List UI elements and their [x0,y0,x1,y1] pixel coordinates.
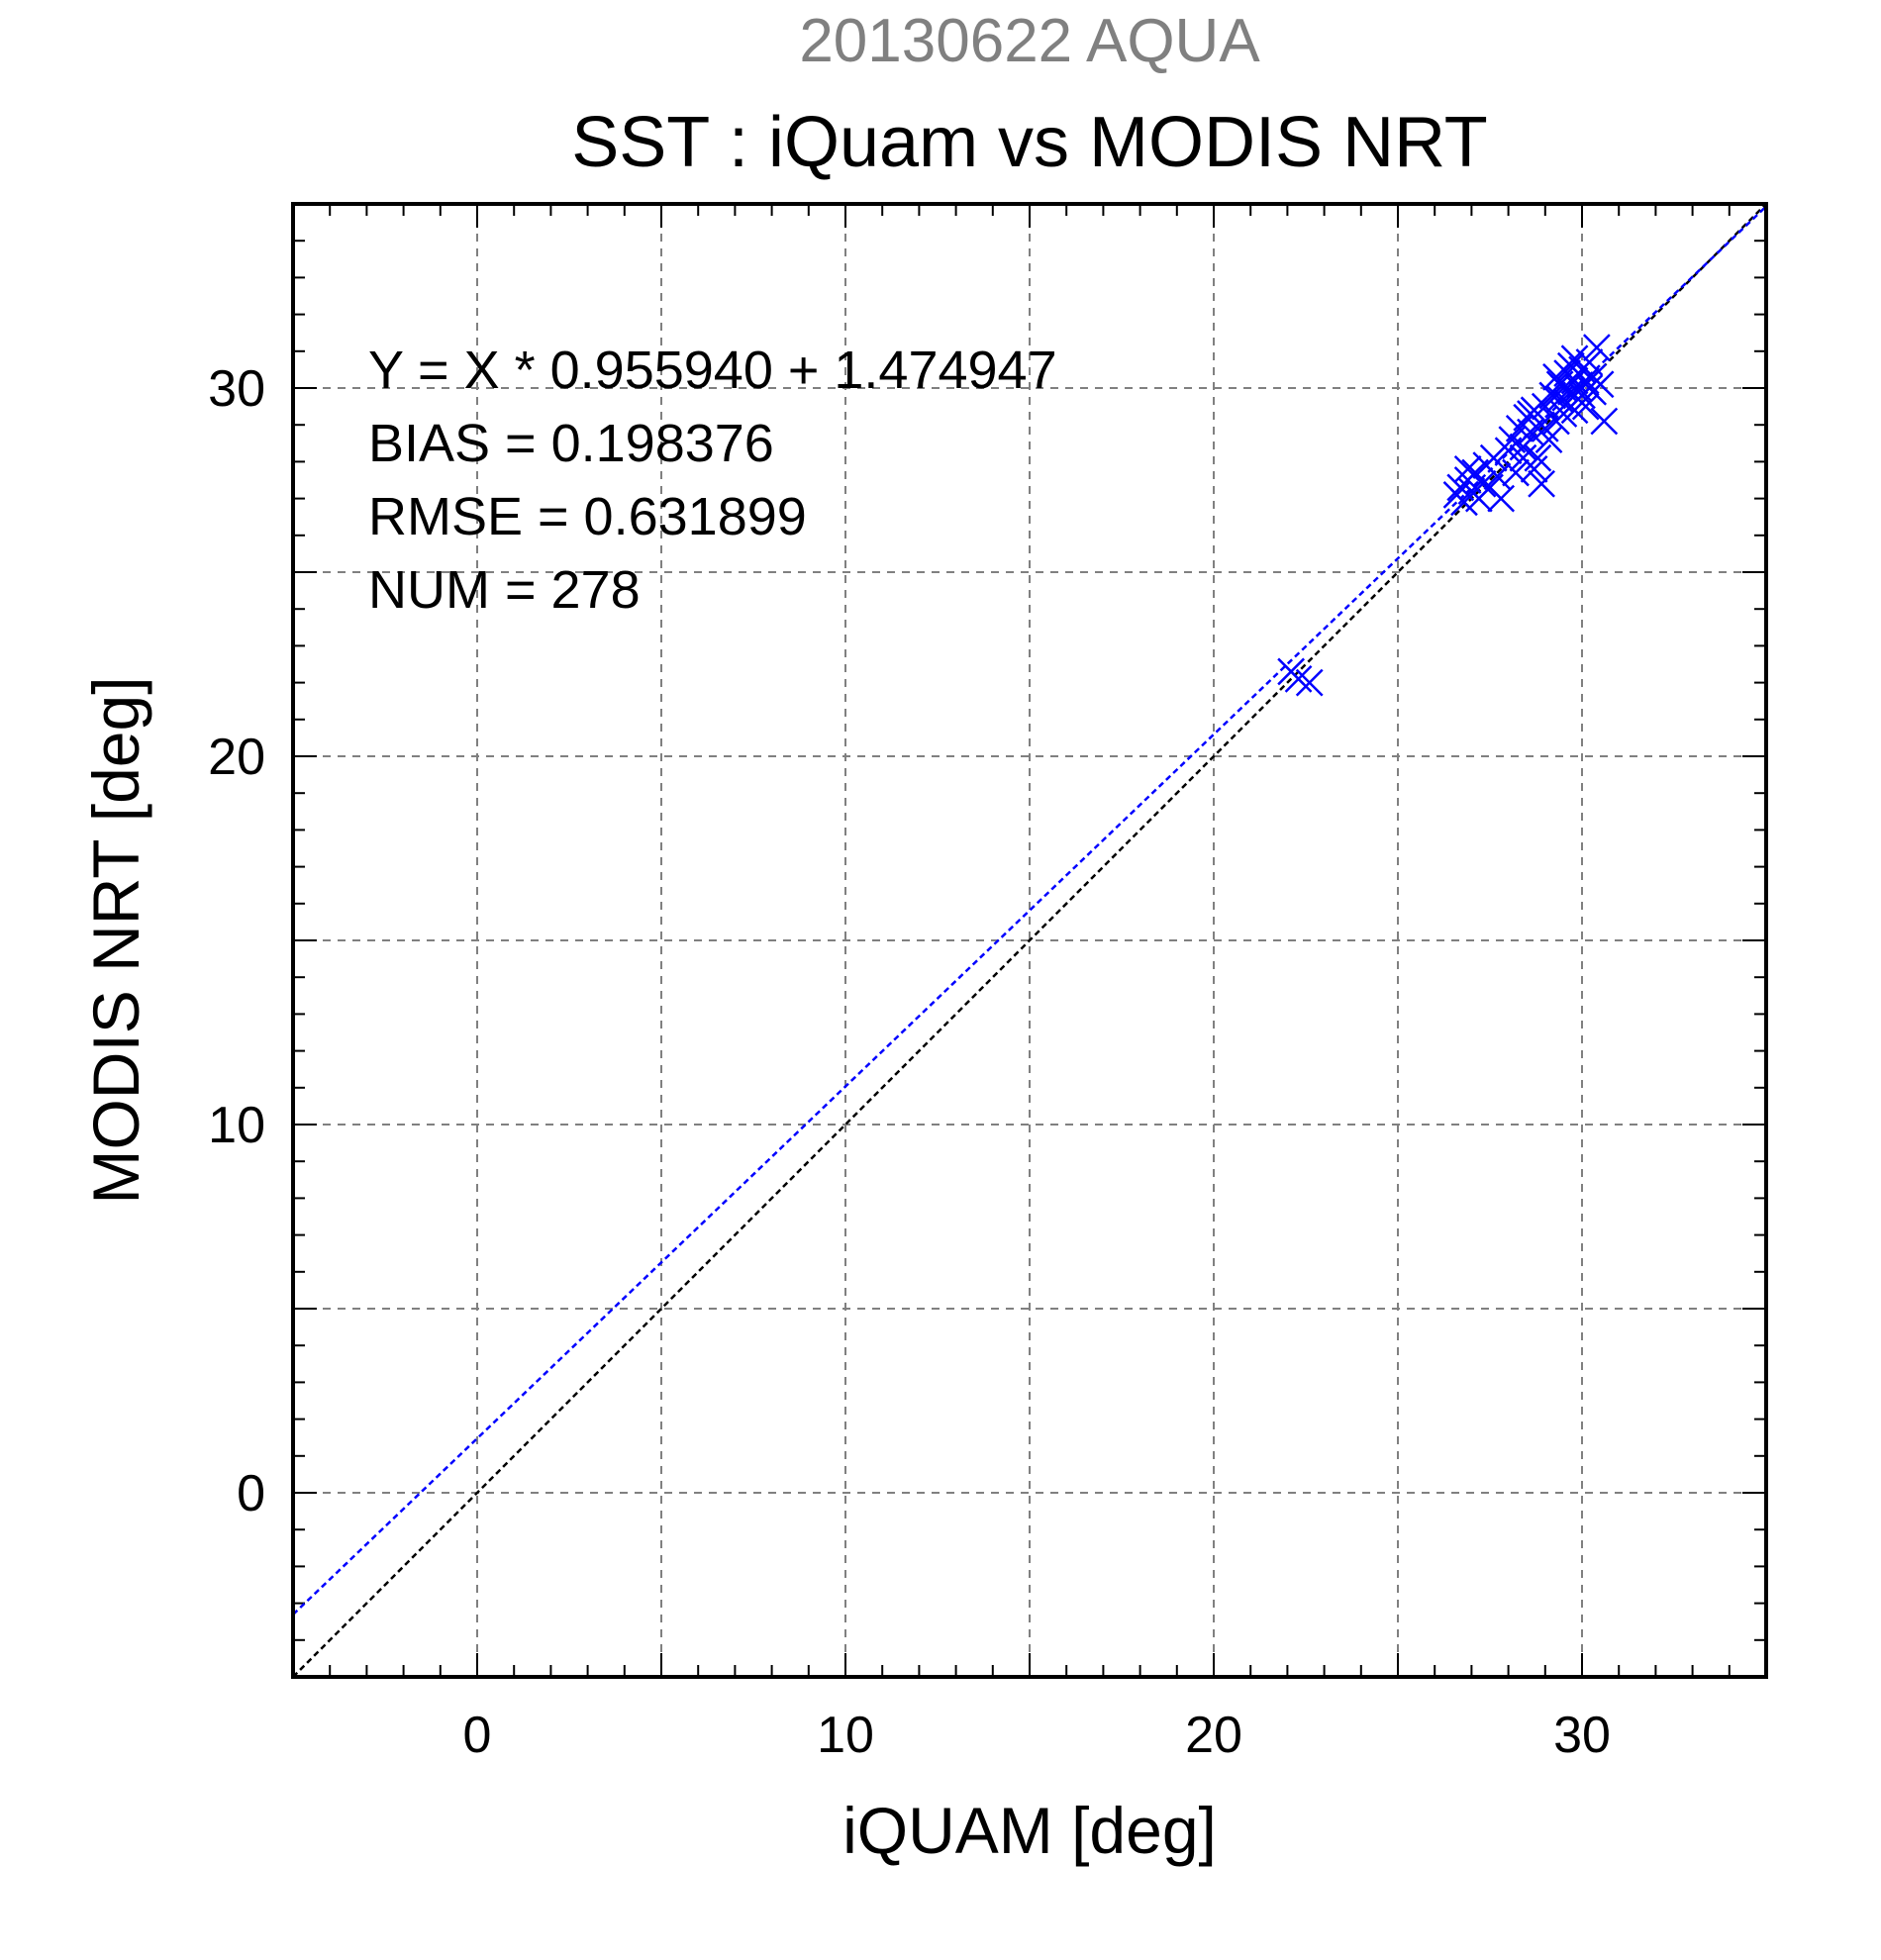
data-point-stroke [1582,334,1611,361]
x-tick-label: 30 [1553,1707,1611,1764]
stats-line-fit: Y = X * 0.955940 + 1.474947 [368,341,1057,400]
y-tick-label: 30 [208,360,265,418]
y-tick-label: 20 [208,729,265,786]
data-point-stroke [1534,426,1563,453]
data-point [1586,370,1615,399]
data-point [1545,370,1574,399]
data-point [1483,462,1512,491]
data-point [1524,443,1552,472]
data-point [1571,392,1600,421]
x-tick-label: 20 [1185,1707,1242,1764]
chart-supertitle: 20130622 AQUA [799,7,1260,75]
plot-frame [291,202,1768,1679]
chart-title: SST : iQuam vs MODIS NRT [571,103,1488,182]
data-point [1590,407,1619,436]
data-point [1284,664,1313,693]
x-tick-label: 0 [463,1707,492,1764]
data-point-stroke [1517,400,1544,428]
stats-line-rmse: RMSE = 0.631899 [368,487,807,546]
data-point [1509,443,1537,472]
data-point-stroke [1531,415,1559,442]
data-point-stroke [1590,407,1619,436]
data-point-stroke [1509,443,1537,472]
grid-lines [293,204,1766,1677]
data-point [1509,433,1537,461]
data-point-stroke [1453,454,1482,483]
data-point-stroke [1502,458,1530,487]
x-tick-label: 10 [817,1707,874,1764]
stats-line-num: NUM = 278 [368,560,641,620]
data-point [1487,484,1516,513]
x-axis-label: iQUAM [deg] [842,1794,1217,1867]
y-tick-label: 10 [208,1097,265,1154]
data-point-stroke [1483,462,1512,491]
data-point-stroke [1284,664,1313,693]
data-point [1295,668,1324,697]
data-point-stroke [1586,370,1615,399]
data-point-stroke [1556,351,1585,380]
data-point-stroke [1295,668,1324,697]
stats-line-bias: BIAS = 0.198376 [368,414,774,473]
y-axis-label: MODIS NRT [deg] [79,676,152,1204]
data-point [1502,458,1530,487]
x-tick-labels: 0 10 20 30 [463,1707,1611,1764]
data-point-stroke [1545,370,1574,399]
data-point-stroke [1487,484,1516,513]
data-point [1528,469,1555,498]
data-points [1277,334,1619,697]
stats-box: Y = X * 0.955940 + 1.474947 BIAS = 0.198… [368,341,1057,620]
data-point-stroke [1468,469,1497,498]
data-point [1531,415,1559,442]
data-point-stroke [1560,344,1589,373]
data-point-stroke [1575,348,1604,376]
data-point-stroke [1528,469,1555,498]
y-tick-labels: 0 10 20 30 [208,360,265,1522]
data-point-stroke [1524,443,1552,472]
data-point [1560,344,1589,373]
data-point [1453,454,1482,483]
data-point [1582,334,1611,361]
data-point-stroke [1571,366,1600,395]
data-point [1534,426,1563,453]
y-tick-label: 0 [237,1465,265,1522]
data-point-stroke [1571,392,1600,421]
data-point-stroke [1509,433,1537,461]
